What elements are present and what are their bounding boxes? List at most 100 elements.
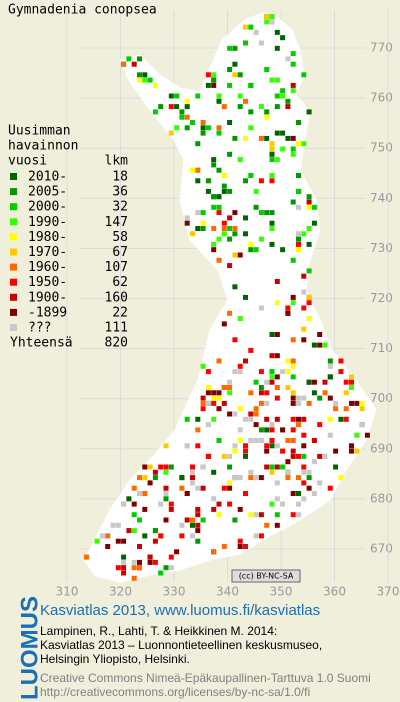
- observation-square: [184, 443, 190, 449]
- observation-square: [264, 390, 270, 396]
- observation-square: [253, 411, 259, 417]
- observation-square: [168, 104, 174, 110]
- grid-label-y: 720: [370, 291, 393, 305]
- observation-square: [142, 72, 148, 78]
- observation-square: [232, 448, 238, 454]
- legend-total-label: Yhteensä: [10, 336, 73, 351]
- observation-square: [232, 411, 238, 417]
- observation-square: [237, 93, 243, 99]
- observation-square: [296, 400, 301, 406]
- observation-square: [142, 475, 148, 481]
- observation-square: [296, 501, 301, 507]
- observation-square: [306, 469, 312, 475]
- observation-square: [221, 226, 227, 231]
- legend-swatch: [10, 278, 17, 286]
- observation-square: [327, 416, 333, 422]
- observation-square: [248, 411, 254, 417]
- observation-square: [227, 120, 233, 125]
- observation-square: [349, 448, 354, 454]
- observation-square: [216, 512, 222, 518]
- logo: LUOMUS: [16, 596, 43, 700]
- observation-square: [232, 231, 238, 237]
- observation-square: [269, 210, 275, 216]
- observation-square: [237, 438, 243, 443]
- observation-square: [221, 173, 227, 178]
- observation-square: [216, 406, 222, 412]
- license-text: Creative Commons Nimeä-Epäkaupallinen-Ta…: [40, 671, 371, 685]
- observation-square: [269, 379, 275, 385]
- observation-square: [285, 305, 291, 311]
- grid-label-y: 680: [370, 491, 393, 505]
- observation-square: [258, 438, 264, 443]
- observation-square: [296, 475, 301, 481]
- observation-square: [333, 464, 339, 470]
- observation-square: [237, 157, 243, 163]
- observation-square: [253, 438, 259, 443]
- atlas-link[interactable]: Kasviatlas 2013, www.luomus.fi/kasviatla…: [40, 602, 320, 619]
- observation-square: [322, 390, 328, 396]
- observation-square: [163, 464, 169, 470]
- grid-label-x: 360: [323, 585, 346, 599]
- observation-square: [248, 241, 254, 247]
- legend-count: 111: [105, 321, 128, 336]
- observation-square: [211, 395, 217, 401]
- observation-square: [301, 469, 307, 475]
- observation-square: [264, 464, 270, 470]
- observation-square: [301, 141, 307, 147]
- license-url[interactable]: http://creativecommons.org/licenses/by-n…: [40, 685, 310, 699]
- observation-square: [285, 358, 291, 364]
- observation-square: [200, 210, 206, 216]
- observation-square: [296, 416, 301, 422]
- observation-square: [105, 544, 111, 549]
- observation-square: [200, 363, 206, 369]
- observation-square: [200, 220, 206, 226]
- observation-square: [216, 390, 222, 396]
- observation-square: [184, 104, 190, 110]
- observation-square: [195, 427, 201, 433]
- observation-square: [211, 72, 217, 78]
- observation-square: [227, 390, 233, 396]
- observation-square: [195, 416, 201, 422]
- legend-count: 58: [112, 230, 128, 245]
- observation-square: [269, 151, 275, 157]
- legend-count: 36: [112, 185, 128, 200]
- observation-square: [317, 342, 323, 348]
- observation-square: [317, 453, 323, 459]
- observation-square: [227, 215, 233, 221]
- observation-square: [243, 544, 248, 549]
- observation-square: [221, 231, 227, 237]
- observation-square: [327, 485, 333, 491]
- observation-square: [216, 167, 222, 173]
- legend-swatch: [10, 188, 17, 196]
- observation-square: [349, 400, 354, 406]
- observation-square: [354, 432, 360, 438]
- observation-square: [274, 480, 280, 486]
- observation-square: [306, 300, 312, 306]
- observation-square: [253, 406, 259, 412]
- observation-square: [269, 146, 275, 152]
- observation-square: [248, 438, 254, 443]
- observation-square: [311, 220, 317, 226]
- observation-square: [168, 130, 174, 136]
- observation-square: [264, 443, 270, 449]
- observation-square: [216, 93, 222, 99]
- observation-square: [243, 24, 248, 30]
- observation-square: [205, 178, 211, 184]
- observation-square: [301, 416, 307, 422]
- observation-square: [232, 337, 238, 343]
- observation-square: [232, 252, 238, 258]
- observation-square: [243, 215, 248, 221]
- observation-square: [131, 485, 137, 491]
- observation-square: [285, 135, 291, 141]
- observation-square: [258, 369, 264, 375]
- observation-square: [306, 204, 312, 210]
- observation-square: [221, 220, 227, 226]
- observation-square: [269, 220, 275, 226]
- observation-square: [290, 82, 296, 88]
- observation-square: [301, 453, 307, 459]
- observation-square: [296, 422, 301, 428]
- observation-square: [205, 369, 211, 375]
- observation-square: [227, 480, 233, 486]
- observation-square: [253, 204, 259, 210]
